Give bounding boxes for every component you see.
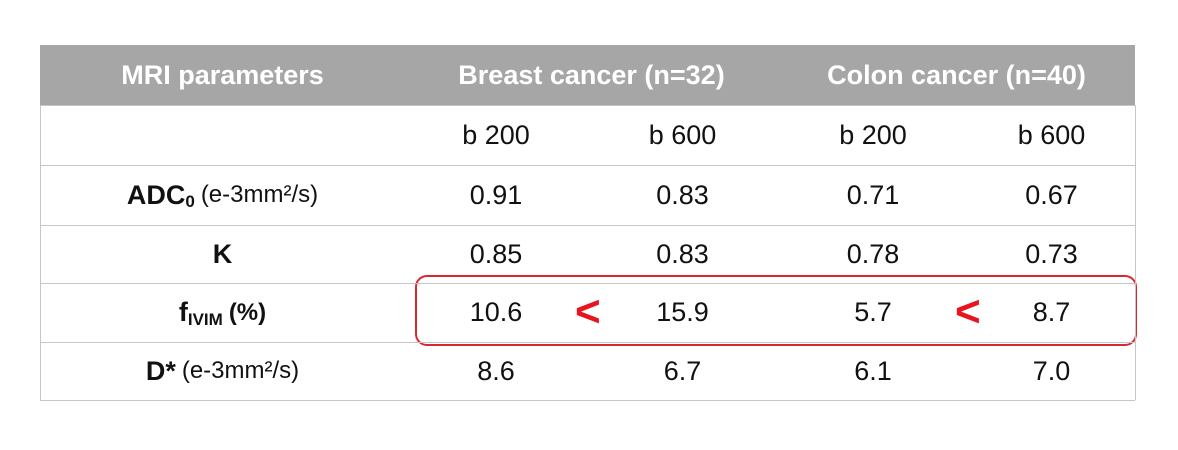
value-cell: 0.85 (469, 238, 523, 269)
value-cell: 0.91 (469, 179, 523, 210)
border-line (1135, 105, 1136, 400)
value-cell: 10.6 (469, 297, 523, 327)
row-label: f IVIM (%) (40, 283, 405, 342)
value-cell: 0.78 (846, 238, 900, 269)
header-cell: MRI parameters (121, 59, 324, 90)
comparison-sign: < (955, 287, 981, 336)
value-cell: 7.0 (1032, 355, 1071, 386)
value-cell: 0.67 (1025, 179, 1078, 210)
label-main: K (212, 238, 233, 269)
value-cell: 0.71 (846, 179, 900, 210)
value-cell: 8.7 (1032, 297, 1071, 327)
header-cell: Breast cancer (n=32) (458, 59, 725, 90)
row-label: D* (e-3mm²/s) (40, 342, 405, 400)
subheader-cell: b 600 (648, 119, 717, 150)
label-unit: (e-3mm²/s) (181, 357, 300, 384)
value-cell: 15.9 (656, 297, 709, 327)
label-main: ADC (126, 179, 186, 210)
value-cell: 6.1 (854, 355, 892, 386)
row-label: ADC 0 (e-3mm²/s) (40, 165, 405, 225)
comparison-sign: < (575, 287, 601, 336)
value-cell: 8.6 (477, 355, 515, 386)
row-line (40, 165, 1135, 166)
row-label: K (40, 225, 405, 283)
highlight-box (415, 275, 1137, 346)
label-unit: (%) (228, 298, 267, 326)
label-sub: 0 (185, 192, 195, 211)
header-bg (40, 45, 1135, 105)
label-sub: IVIM (187, 309, 223, 329)
row-line (40, 225, 1135, 226)
row-line (40, 283, 1135, 284)
subheader-cell: b 200 (839, 119, 907, 150)
row-line (40, 105, 1135, 106)
subheader-cell: b 200 (462, 119, 530, 150)
value-cell: 0.83 (656, 179, 709, 210)
header-cell: Colon cancer (n=40) (827, 59, 1086, 90)
value-cell: 5.7 (854, 297, 892, 327)
label-main: f (178, 297, 188, 327)
row-line (40, 342, 1135, 343)
border-line (40, 105, 41, 400)
value-cell: 0.73 (1025, 238, 1078, 269)
row-line (40, 400, 1135, 401)
label-main: D* (145, 355, 176, 386)
subheader-cell: b 600 (1017, 119, 1086, 150)
label-unit: (e-3mm²/s) (200, 181, 319, 208)
value-cell: 6.7 (663, 355, 702, 386)
value-cell: 0.83 (656, 238, 709, 269)
